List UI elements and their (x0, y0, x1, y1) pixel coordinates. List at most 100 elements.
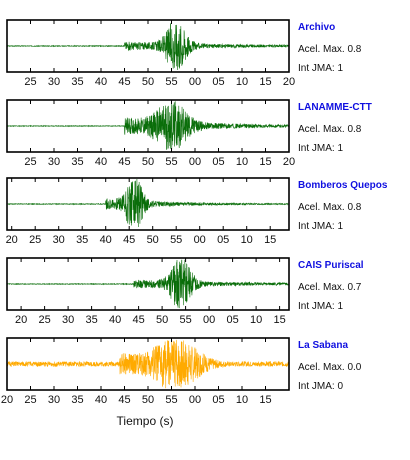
acel-label: Acel. Max. (298, 362, 345, 373)
tick-label: 40 (100, 234, 112, 246)
tick-label: 10 (241, 234, 253, 246)
jma-label: Int JMA: (298, 221, 335, 232)
tick-label: 05 (212, 156, 224, 168)
jma-label: Int JMA: (298, 301, 335, 312)
jma-value: 0 (337, 381, 344, 392)
tick-label: 25 (24, 76, 36, 88)
acel-value: 0.7 (347, 282, 362, 293)
tick-label: 25 (24, 394, 36, 406)
max-acceleration: Acel. Max. 0.8 (298, 44, 361, 55)
x-axis-label: Tiempo (s) (116, 414, 174, 428)
panel-4: 20 25 30 35 40 45 50 55 00 05 10 15 (6, 257, 290, 326)
acel-value: 0.8 (347, 124, 362, 135)
acel-label: Acel. Max. (298, 44, 345, 55)
tick-label: 30 (62, 314, 74, 326)
tick-label: 55 (165, 76, 177, 88)
station-name: LANAMME-CTT (298, 102, 372, 113)
tick-label: 30 (48, 394, 60, 406)
tick-label: 50 (147, 234, 159, 246)
tick-label: 30 (48, 156, 60, 168)
tick-label: 15 (264, 234, 276, 246)
tick-label: 35 (71, 394, 83, 406)
tick-label: 30 (48, 76, 60, 88)
tick-label: 35 (71, 76, 83, 88)
tick-label: 05 (212, 394, 224, 406)
tick-label: 45 (118, 394, 130, 406)
tick-label: 20 (1, 394, 13, 406)
station-name: CAIS Puriscal (298, 260, 364, 271)
acel-label: Acel. Max. (298, 124, 345, 135)
tick-label: 10 (236, 394, 248, 406)
tick-label: 10 (250, 314, 262, 326)
tick-label: 20 (15, 314, 27, 326)
acel-value: 0.0 (347, 362, 362, 373)
tick-label: 30 (53, 234, 65, 246)
tick-label: 50 (142, 156, 154, 168)
waveform-trace (6, 339, 290, 389)
tick-label: 00 (203, 314, 215, 326)
panel-5: 20 25 30 35 40 45 50 55 00 05 10 15 (1, 337, 290, 406)
jma-value: 1 (337, 221, 344, 232)
jma-value: 1 (337, 63, 344, 74)
tick-label: 25 (24, 156, 36, 168)
panel-frame (6, 177, 290, 231)
tick-label: 15 (259, 76, 271, 88)
tick-label: 00 (189, 156, 201, 168)
tick-label: 00 (194, 234, 206, 246)
jma-intensity: Int JMA: 1 (298, 301, 343, 312)
tick-label: 00 (189, 394, 201, 406)
tick-label: 15 (273, 314, 285, 326)
tick-label: 20 (283, 76, 295, 88)
panel-frame (6, 257, 290, 311)
jma-value: 1 (337, 143, 344, 154)
jma-label: Int JMA: (298, 381, 335, 392)
tick-label: 45 (132, 314, 144, 326)
jma-label: Int JMA: (298, 63, 335, 74)
station-name: Archivo (298, 22, 336, 33)
max-acceleration: Acel. Max. 0.7 (298, 282, 361, 293)
acel-label: Acel. Max. (298, 282, 345, 293)
tick-label: 00 (189, 76, 201, 88)
max-acceleration: Acel. Max. 0.8 (298, 124, 361, 135)
tick-label: 05 (217, 234, 229, 246)
tick-label: 20 (6, 234, 18, 246)
tick-label: 20 (283, 156, 295, 168)
tick-label: 55 (165, 394, 177, 406)
max-acceleration: Acel. Max. 0.8 (298, 202, 361, 213)
tick-label: 10 (236, 156, 248, 168)
station-name: La Sabana (298, 340, 349, 351)
tick-label: 55 (165, 156, 177, 168)
acel-value: 0.8 (347, 44, 362, 55)
tick-label: 05 (212, 76, 224, 88)
tick-label: 55 (179, 314, 191, 326)
jma-intensity: Int JMA: 1 (298, 221, 343, 232)
panel-2: 25 30 35 40 45 50 55 00 05 10 15 20 (6, 99, 295, 168)
tick-label: 55 (170, 234, 182, 246)
tick-label: 40 (95, 76, 107, 88)
waveform-trace (6, 23, 290, 71)
tick-label: 15 (259, 394, 271, 406)
tick-label: 10 (236, 76, 248, 88)
station-name: Bomberos Quepos (298, 180, 388, 191)
tick-label: 50 (156, 314, 168, 326)
panel-3: 20 25 30 35 40 45 50 55 00 05 10 15 (6, 177, 290, 246)
panel-1: 25 30 35 40 45 50 55 00 05 10 15 20 (6, 19, 295, 88)
jma-intensity: Int JMA: 1 (298, 143, 343, 154)
acel-value: 0.8 (347, 202, 362, 213)
tick-label: 25 (29, 234, 41, 246)
tick-label: 40 (95, 394, 107, 406)
tick-label: 35 (76, 234, 88, 246)
jma-value: 1 (337, 301, 344, 312)
tick-label: 50 (142, 394, 154, 406)
tick-label: 35 (85, 314, 97, 326)
tick-label: 40 (109, 314, 121, 326)
jma-label: Int JMA: (298, 143, 335, 154)
tick-label: 45 (123, 234, 135, 246)
tick-label: 40 (95, 156, 107, 168)
tick-label: 15 (259, 156, 271, 168)
tick-label: 50 (142, 76, 154, 88)
tick-label: 35 (71, 156, 83, 168)
acel-label: Acel. Max. (298, 202, 345, 213)
max-acceleration: Acel. Max. 0.0 (298, 362, 361, 373)
